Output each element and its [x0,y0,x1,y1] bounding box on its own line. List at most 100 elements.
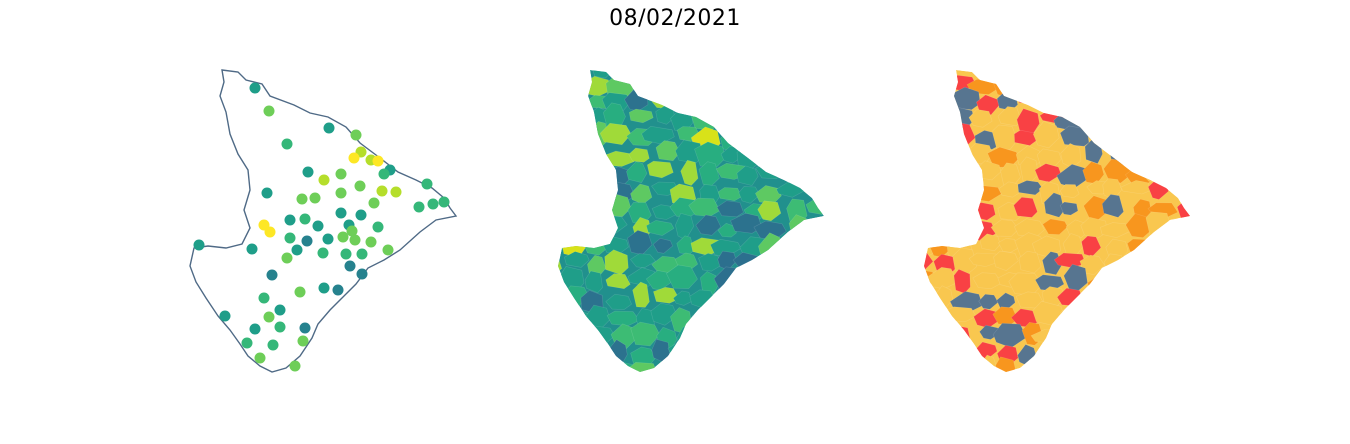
station-points [193,82,450,372]
station-point [281,138,293,150]
region-polygon [1175,288,1190,316]
station-point [246,243,258,255]
region-polygon [1038,339,1070,361]
station-point [301,235,313,247]
station-point [413,201,425,213]
region-polygon [1145,211,1172,238]
region-polygon [1170,269,1190,289]
region-polygon [558,218,566,240]
region-polygon [568,161,587,179]
station-point [337,231,349,243]
region-polygon [714,358,740,372]
region-polygon [558,301,565,327]
region-polygon [1147,304,1180,326]
region-polygon [953,216,981,244]
station-point [263,105,275,117]
station-point [344,260,356,272]
region-polygon [924,199,929,221]
region-polygon [760,70,795,94]
region-polygon [599,122,632,146]
region-polygon [1174,233,1190,257]
region-polygon [559,131,594,150]
region-polygon [718,70,736,79]
region-polygon [558,359,569,372]
region-polygon [949,144,968,164]
station-point [323,122,335,134]
region-polygon [782,95,807,111]
region-polygon [924,344,927,364]
region-polygon [1131,347,1154,367]
state-outline [189,69,458,373]
region-polygon [568,87,589,114]
region-polygon [730,212,763,234]
region-polygon [628,108,654,124]
station-point [241,337,253,349]
region-polygon [803,220,824,238]
region-polygon [760,70,781,75]
region-polygon [717,70,746,96]
region-polygon [1043,192,1065,218]
station-point [349,234,361,246]
region-polygon [1013,129,1037,146]
region-polygon [650,302,678,326]
region-polygon [1106,285,1129,305]
region-polygon [802,84,824,110]
region-polygon [995,356,1016,372]
region-polygon [1164,110,1190,127]
region-polygon [924,70,930,93]
region-polygon [935,71,955,89]
region-polygon [630,321,661,347]
region-polygon [1143,169,1177,184]
station-point [372,155,384,167]
region-polygon [605,293,632,310]
region-polygon [694,141,726,167]
region-polygon [734,358,765,372]
region-polygon [1038,91,1061,112]
region-polygon [558,74,583,94]
region-polygon [655,140,681,162]
region-polygon [1085,104,1109,127]
region-polygon [673,70,696,73]
station-point [309,192,321,204]
region-polygon [592,181,611,203]
region-polygon [722,291,742,308]
station-point [284,232,296,244]
region-polygon [1065,72,1085,99]
region-polygon [1080,216,1108,239]
region-polygon [697,359,720,372]
region-polygon [774,105,807,134]
region-polygon [1151,112,1175,134]
region-polygon [560,107,588,125]
region-polygon [558,200,565,218]
region-polygon [564,251,590,268]
region-polygon [1149,236,1170,255]
region-polygon [612,70,635,75]
region-polygon [924,180,934,199]
region-polygon [804,77,824,97]
region-polygon [691,330,721,347]
region-polygon [924,113,932,130]
station-point [438,196,450,208]
region-polygon [716,200,744,218]
region-polygon [655,361,676,372]
region-polygon [1017,180,1044,196]
station-point [254,352,266,364]
region-polygon [680,159,699,186]
region-polygon [646,70,671,74]
region-polygon [928,325,949,346]
region-polygon [558,150,567,167]
region-polygon [558,181,565,205]
region-polygon [924,183,954,207]
region-polygon [672,290,693,306]
region-polygon [809,127,824,153]
region-polygon [645,220,675,236]
region-polygon [1147,89,1169,115]
region-polygon [786,363,809,372]
region-polygon [737,288,767,313]
region-polygon [787,265,809,289]
region-polygon [631,70,656,95]
region-polygon [558,344,563,368]
region-polygon [924,287,932,307]
region-polygon [945,162,978,181]
region-polygon [566,361,592,372]
